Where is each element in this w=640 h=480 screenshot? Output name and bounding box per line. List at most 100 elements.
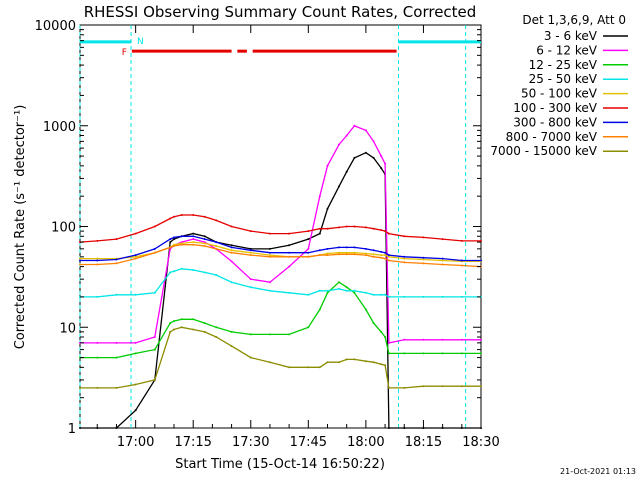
series-8-point-14 bbox=[288, 366, 291, 369]
series-8-point-19 bbox=[345, 358, 348, 361]
series-8-point-23 bbox=[380, 363, 383, 366]
series-1-point-23 bbox=[380, 155, 383, 158]
series-7-point-25 bbox=[387, 259, 390, 262]
series-3-point-4 bbox=[153, 291, 156, 294]
series-6-point-24 bbox=[384, 251, 387, 254]
series-4-point-27 bbox=[422, 258, 425, 261]
series-1-point-20 bbox=[353, 124, 356, 127]
series-4-point-23 bbox=[380, 254, 383, 257]
series-4-point-12 bbox=[249, 251, 252, 254]
series-7-point-10 bbox=[215, 247, 218, 250]
series-2-point-1 bbox=[96, 356, 99, 359]
series-7-point-4 bbox=[153, 251, 156, 254]
series-5-point-13 bbox=[268, 232, 271, 235]
series-3-point-7 bbox=[180, 267, 183, 270]
series-8-point-10 bbox=[215, 336, 218, 338]
chart-title: RHESSI Observing Summary Count Rates, Co… bbox=[84, 3, 477, 21]
series-5-point-24 bbox=[384, 230, 387, 233]
series-2-point-2 bbox=[115, 356, 118, 359]
series-6-point-16 bbox=[318, 249, 321, 252]
series-5-point-15 bbox=[307, 230, 310, 233]
series-5-point-3 bbox=[134, 232, 137, 235]
series-5-point-20 bbox=[353, 225, 356, 228]
series-6-point-3 bbox=[134, 254, 137, 257]
series-2-point-21 bbox=[364, 308, 367, 311]
series-line-2 bbox=[80, 281, 481, 359]
series-1-point-8 bbox=[192, 238, 195, 241]
series-0-point-3 bbox=[134, 409, 137, 412]
series-3-point-14 bbox=[288, 291, 291, 294]
series-3-point-27 bbox=[422, 295, 425, 298]
legend-label-4: 50 - 100 keV bbox=[521, 87, 598, 101]
series-2-point-23 bbox=[380, 330, 383, 333]
series-4-point-18 bbox=[338, 251, 340, 254]
series-1-point-28 bbox=[441, 338, 444, 341]
series-3-point-18 bbox=[338, 287, 340, 290]
series-7-point-29 bbox=[460, 264, 463, 267]
series-8-point-3 bbox=[134, 383, 137, 386]
series-7-point-16 bbox=[318, 254, 321, 257]
series-5-point-6 bbox=[173, 215, 175, 218]
series-5-point-5 bbox=[169, 217, 172, 220]
series-5-point-29 bbox=[460, 239, 463, 242]
series-0-point-5 bbox=[169, 241, 172, 244]
series-0-point-16 bbox=[318, 232, 321, 235]
series-7-point-1 bbox=[96, 263, 99, 266]
series-4-point-26 bbox=[403, 257, 406, 260]
series-4-point-3 bbox=[134, 255, 137, 258]
series-3-point-29 bbox=[460, 295, 463, 298]
series-3-point-3 bbox=[134, 293, 137, 296]
series-2-point-13 bbox=[268, 333, 271, 336]
series-0-point-17 bbox=[326, 207, 329, 210]
series-1-point-2 bbox=[115, 341, 118, 344]
series-3-point-17 bbox=[326, 289, 329, 292]
series-7-point-6 bbox=[173, 245, 175, 247]
annotation-layer: NF bbox=[79, 25, 481, 428]
series-5-point-22 bbox=[372, 227, 375, 230]
x-tick-label-0: 17:00 bbox=[117, 435, 154, 450]
y-axis-label: Corrected Count Rate (s⁻¹ detector⁻¹) bbox=[13, 105, 28, 350]
series-2-point-12 bbox=[249, 333, 252, 336]
series-0-point-18 bbox=[338, 185, 340, 188]
series-7-point-28 bbox=[441, 263, 444, 266]
series-1-point-24 bbox=[384, 162, 387, 165]
series-6-point-15 bbox=[307, 251, 310, 254]
series-4-point-28 bbox=[441, 259, 444, 262]
series-3-point-16 bbox=[318, 289, 321, 292]
series-line-1 bbox=[80, 125, 481, 344]
series-2-point-11 bbox=[230, 330, 233, 333]
series-4-point-0 bbox=[79, 257, 81, 260]
series-6-point-18 bbox=[338, 246, 340, 249]
series-2-point-19 bbox=[345, 286, 348, 289]
series-4-point-19 bbox=[345, 251, 348, 254]
series-7-point-20 bbox=[353, 253, 356, 256]
legend-label-8: 7000 - 15000 keV bbox=[490, 144, 597, 158]
series-6-point-19 bbox=[345, 246, 348, 249]
series-7-point-27 bbox=[422, 262, 425, 265]
series-6-point-8 bbox=[192, 235, 195, 238]
series-1-point-22 bbox=[372, 140, 375, 143]
series-1-point-4 bbox=[153, 336, 156, 338]
series-5-point-17 bbox=[326, 227, 329, 230]
legend-label-6: 300 - 800 keV bbox=[513, 115, 597, 129]
series-8-point-20 bbox=[353, 358, 356, 361]
y-tick-label-0: 1 bbox=[68, 422, 76, 437]
series-4-point-13 bbox=[268, 254, 271, 257]
series-7-point-2 bbox=[115, 262, 118, 265]
x-axis-label: Start Time (15-Oct-14 16:50:22) bbox=[175, 457, 385, 472]
series-8-point-21 bbox=[364, 360, 367, 363]
series-2-point-10 bbox=[215, 326, 218, 329]
x-tick-label-4: 18:00 bbox=[347, 435, 384, 450]
series-2-point-22 bbox=[372, 322, 375, 325]
series-8-point-1 bbox=[96, 386, 99, 389]
series-5-point-23 bbox=[380, 229, 383, 232]
series-3-point-10 bbox=[215, 274, 218, 276]
series-8-point-30 bbox=[480, 385, 482, 388]
series-7-point-26 bbox=[403, 261, 406, 264]
series-8-point-8 bbox=[192, 328, 195, 331]
series-3-point-12 bbox=[249, 286, 252, 289]
series-2-point-4 bbox=[153, 348, 156, 351]
series-8-point-25 bbox=[387, 386, 390, 389]
series-2-point-5 bbox=[169, 322, 172, 325]
